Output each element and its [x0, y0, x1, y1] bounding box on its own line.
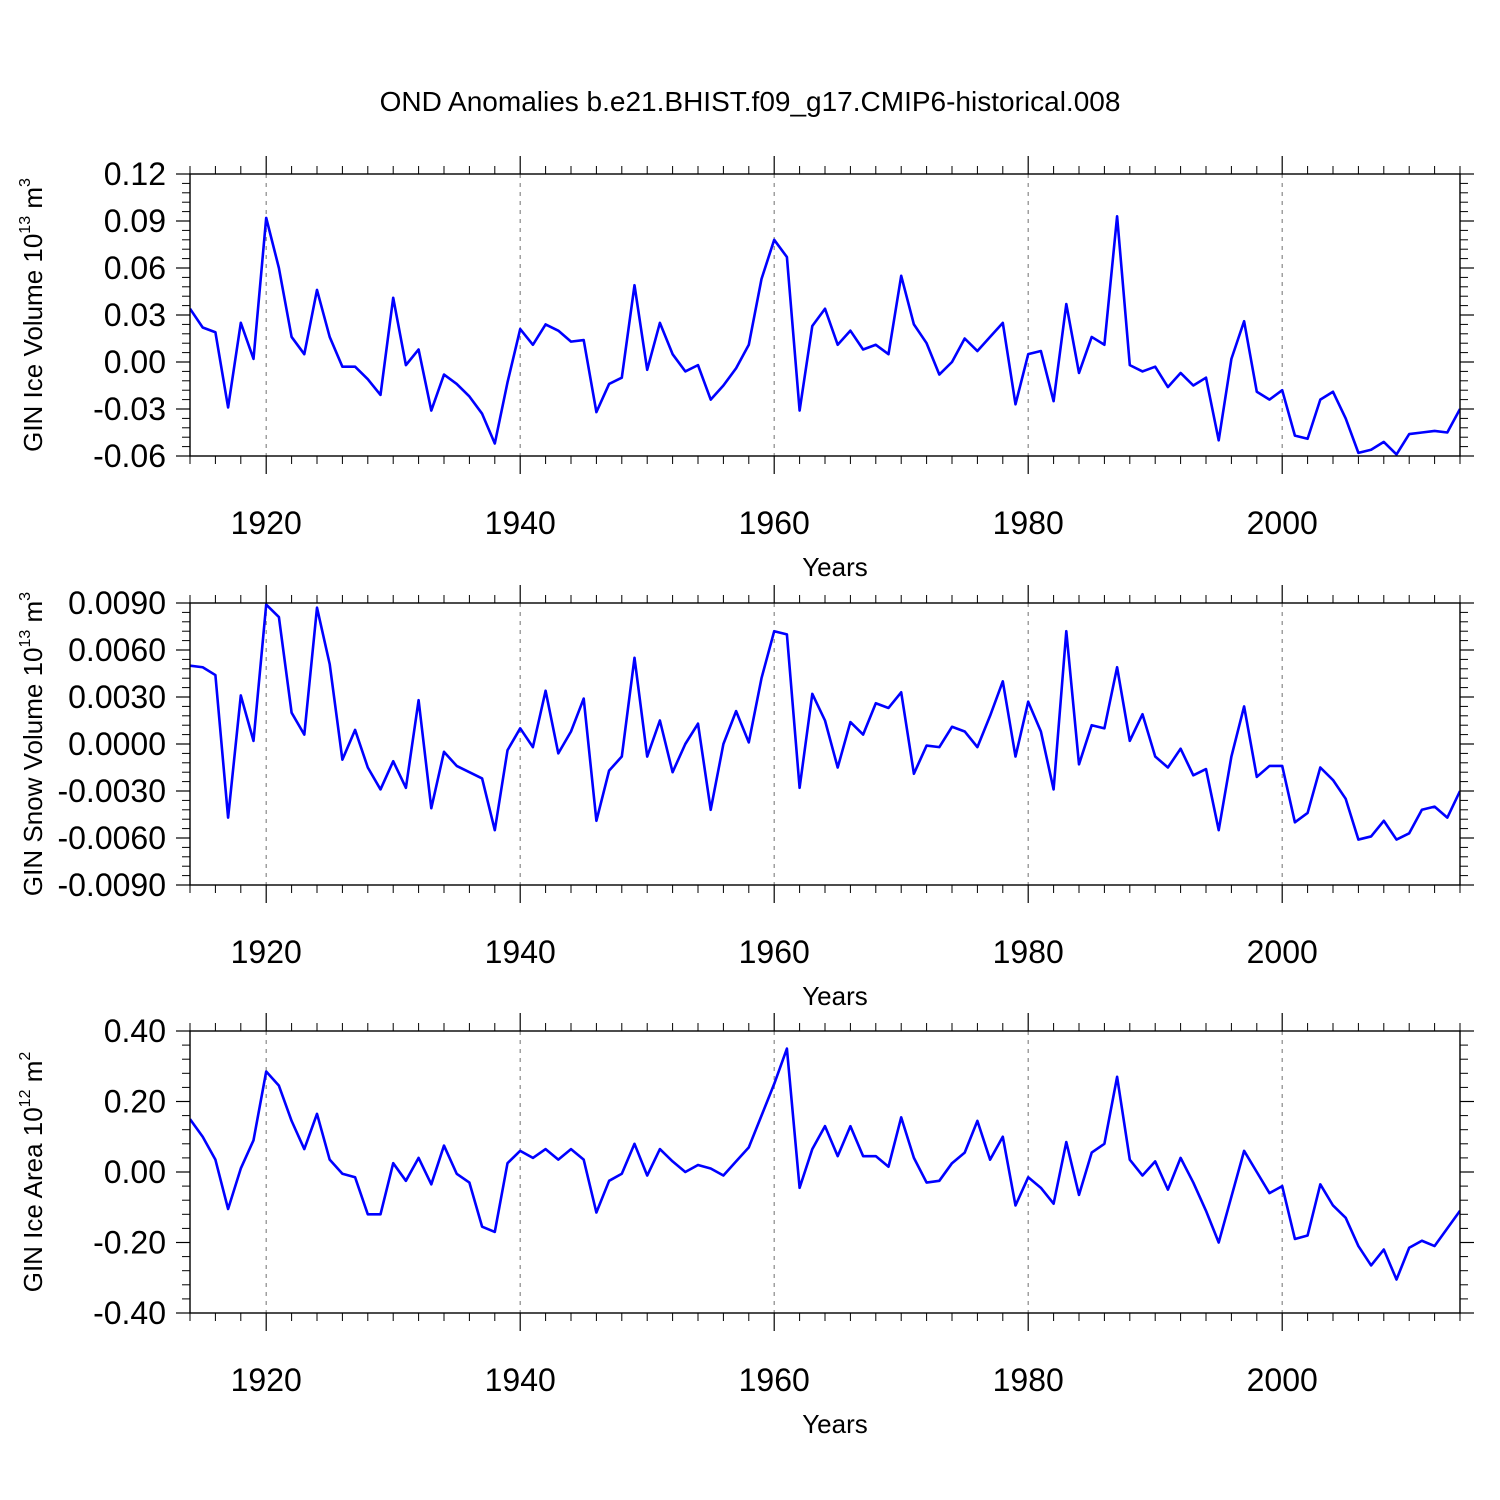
x-tick-label: 1960: [739, 505, 810, 541]
y-tick-label: 0.0000: [68, 726, 166, 762]
x-tick-label: 1980: [993, 505, 1064, 541]
y-axis-label-exponent: 13: [17, 216, 34, 234]
x-tick-label: 1940: [485, 1362, 556, 1398]
y-tick-label: 0.12: [104, 156, 166, 192]
x-tick-label: 1940: [485, 505, 556, 541]
y-tick-label: -0.40: [93, 1295, 166, 1331]
y-axis-label: GIN Snow Volume 1013 m3: [17, 592, 48, 896]
y-tick-label: 0.00: [104, 1154, 166, 1190]
y-axis-label-unit: m: [18, 187, 48, 216]
y-axis-label-text: GIN Ice Volume 10: [18, 234, 48, 452]
y-tick-label: -0.20: [93, 1225, 166, 1261]
y-axis-label-exponent: 13: [17, 630, 34, 648]
x-tick-label: 2000: [1247, 505, 1318, 541]
series-line: [190, 603, 1460, 841]
y-tick-label: 0.0030: [68, 679, 166, 715]
y-axis-label-unit-exponent: 3: [17, 178, 34, 187]
plot-frame: [189, 173, 1461, 457]
plot-frame: [189, 1030, 1461, 1314]
x-tick-label: 1920: [231, 505, 302, 541]
x-tick-label: 1980: [993, 1362, 1064, 1398]
y-tick-label: -0.03: [93, 391, 166, 427]
x-tick-label: 1960: [739, 1362, 810, 1398]
x-tick-label: 2000: [1247, 934, 1318, 970]
y-axis-label-unit-exponent: 2: [17, 1052, 34, 1061]
y-tick-label: 0.0090: [68, 585, 166, 621]
y-tick-label: -0.06: [93, 438, 166, 474]
x-axis-label: Years: [802, 552, 868, 582]
x-tick-label: 1940: [485, 934, 556, 970]
panel-2: 1920 1940 1960 1980 2000 -0.0090 -0.0060 -0.003…: [17, 585, 1474, 1011]
x-tick-label: 1920: [231, 1362, 302, 1398]
y-axis-label-unit-exponent: 3: [17, 592, 34, 601]
x-axis-label: Years: [802, 1409, 868, 1439]
panel-3: 1920 1940 1960 1980 2000 -0.40 -0.20 0.00 0.20 0.…: [17, 1013, 1474, 1439]
y-axis-label-unit: m: [18, 601, 48, 630]
x-axis-label: Years: [802, 981, 868, 1011]
y-axis-label: GIN Ice Volume 1013 m3: [17, 178, 48, 452]
y-tick-label: 0.20: [104, 1084, 166, 1120]
y-tick-label: -0.0090: [57, 867, 166, 903]
y-axis-label-text: GIN Snow Volume 10: [18, 648, 48, 897]
y-tick-label: -0.0060: [57, 820, 166, 856]
y-axis-label-text: GIN Ice Area 10: [18, 1107, 48, 1292]
y-axis-label-unit: m: [18, 1061, 48, 1090]
x-tick-label: 1980: [993, 934, 1064, 970]
x-tick-label: 1920: [231, 934, 302, 970]
y-tick-label: 0.09: [104, 203, 166, 239]
y-axis-label: GIN Ice Area 1012 m2: [17, 1052, 48, 1293]
series-line: [190, 215, 1460, 456]
panels: 1920 1940 1960 1980 2000 -0.06 -0.03 0.00 0.03 0.…: [17, 156, 1474, 1439]
y-tick-label: 0.00: [104, 344, 166, 380]
figure-title: OND Anomalies b.e21.BHIST.f09_g17.CMIP6-…: [380, 86, 1121, 117]
y-tick-label: 0.06: [104, 250, 166, 286]
y-axis-label-exponent: 12: [17, 1089, 34, 1107]
y-tick-label: 0.0060: [68, 632, 166, 668]
plot-frame: [189, 602, 1461, 886]
y-tick-label: 0.03: [104, 297, 166, 333]
y-tick-label: 0.40: [104, 1013, 166, 1049]
x-tick-label: 1960: [739, 934, 810, 970]
y-tick-label: -0.0030: [57, 773, 166, 809]
panel-1: 1920 1940 1960 1980 2000 -0.06 -0.03 0.00 0.03 0.…: [17, 156, 1474, 582]
series-line: [190, 1047, 1460, 1281]
x-tick-label: 2000: [1247, 1362, 1318, 1398]
